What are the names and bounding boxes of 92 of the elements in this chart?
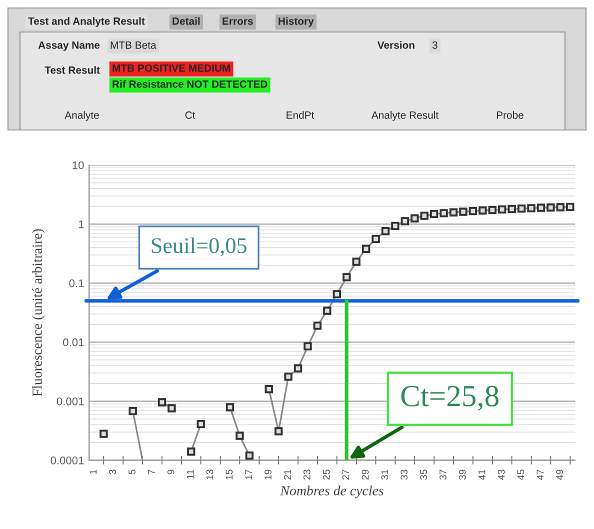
point: [264, 385, 273, 394]
text: Probe: [496, 111, 524, 119]
y-tick-label: 0.001: [56, 397, 84, 406]
point: [236, 432, 244, 440]
x-tick-label: 31: [381, 470, 388, 480]
point: [128, 406, 137, 416]
point: [100, 430, 108, 438]
point: [566, 202, 574, 212]
x-tick-label: 5: [128, 470, 136, 474]
point: [488, 206, 496, 214]
text: Version: [377, 41, 414, 49]
text: MTB Beta: [110, 42, 156, 49]
text: Errors: [222, 18, 253, 25]
text: Test Result: [44, 66, 100, 74]
x-tick-label: 43: [498, 470, 505, 480]
x-tick-label: 19: [264, 470, 272, 480]
point: [430, 210, 438, 218]
point: [498, 205, 506, 214]
x-tick-label: 17: [245, 470, 252, 480]
text: MTB POSITIVE MEDIUM: [112, 64, 230, 72]
point: [381, 227, 390, 236]
x-tick-label: 27: [342, 470, 350, 480]
x-tick-label: 1: [90, 470, 96, 474]
point: [478, 206, 487, 215]
point: [400, 217, 410, 226]
point: [313, 322, 322, 330]
point: [323, 306, 332, 315]
point: [459, 208, 468, 216]
x-tick-label: 21: [284, 470, 291, 480]
y-axis-title: Fluorescence (unité arbitraire): [32, 229, 45, 396]
point: [226, 403, 234, 412]
x-tick-label: 45: [517, 470, 524, 480]
x-tick-label: 47: [536, 470, 544, 480]
point: [440, 209, 448, 218]
annotation: Ct=25,8: [401, 386, 498, 411]
x-tick-label: 41: [478, 470, 486, 480]
x-tick-label: 3: [109, 470, 116, 474]
point: [168, 404, 176, 412]
point: [196, 420, 205, 428]
point: [449, 208, 458, 216]
text: Analyte: [64, 111, 99, 121]
y-tick-label: 0.1: [69, 279, 84, 288]
point: [556, 203, 565, 212]
point: [362, 244, 370, 253]
y-tick-label: 0.0001: [50, 456, 84, 464]
x-tick-label: 29: [362, 470, 369, 480]
text: Test and Analyte Result: [28, 17, 145, 27]
point: [508, 204, 516, 214]
point: [372, 234, 380, 244]
x-axis-title: Nombres de cycles: [280, 486, 384, 498]
x-tick-label: 15: [226, 470, 233, 480]
text: EndPt: [286, 111, 314, 119]
y-tick-label: 10: [72, 161, 84, 170]
point: [187, 448, 196, 456]
x-tick-label: 7: [148, 470, 155, 474]
text: Detail: [172, 17, 200, 25]
point: [352, 258, 360, 266]
point: [420, 212, 428, 220]
ref-line-label: Seuil=0,05: [152, 238, 247, 256]
point: [546, 203, 555, 212]
text: Ct: [185, 111, 196, 119]
point: [294, 364, 302, 372]
x-tick-label: 11: [186, 470, 194, 479]
point: [284, 372, 292, 381]
point: [245, 451, 254, 460]
point: [391, 222, 400, 230]
point: [410, 214, 419, 222]
x-tick-label: 25: [322, 470, 330, 480]
text: Assay Name: [38, 42, 100, 51]
point: [304, 342, 312, 350]
point: [536, 204, 546, 212]
point: [274, 427, 283, 436]
text: Analyte Result: [371, 111, 439, 121]
x-tick-label: 49: [556, 470, 564, 480]
x-tick-label: 9: [167, 470, 174, 474]
y-tick-label: 0.01: [63, 338, 84, 346]
point: [332, 290, 342, 298]
text: Rif Resistance NOT DETECTED: [112, 80, 268, 88]
text: 3: [432, 41, 438, 49]
point: [468, 206, 478, 216]
x-tick-label: 39: [458, 470, 466, 480]
x-tick-label: 35: [420, 470, 427, 480]
y-tick-label: 1: [78, 220, 84, 228]
point: [342, 273, 351, 282]
point: [158, 398, 166, 406]
x-tick-label: 37: [440, 470, 446, 480]
point: [527, 204, 536, 212]
x-tick-label: 33: [400, 470, 408, 480]
x-tick-label: 23: [303, 470, 310, 480]
point: [517, 204, 526, 213]
x-tick-label: 13: [206, 470, 214, 480]
text: History: [278, 17, 314, 27]
